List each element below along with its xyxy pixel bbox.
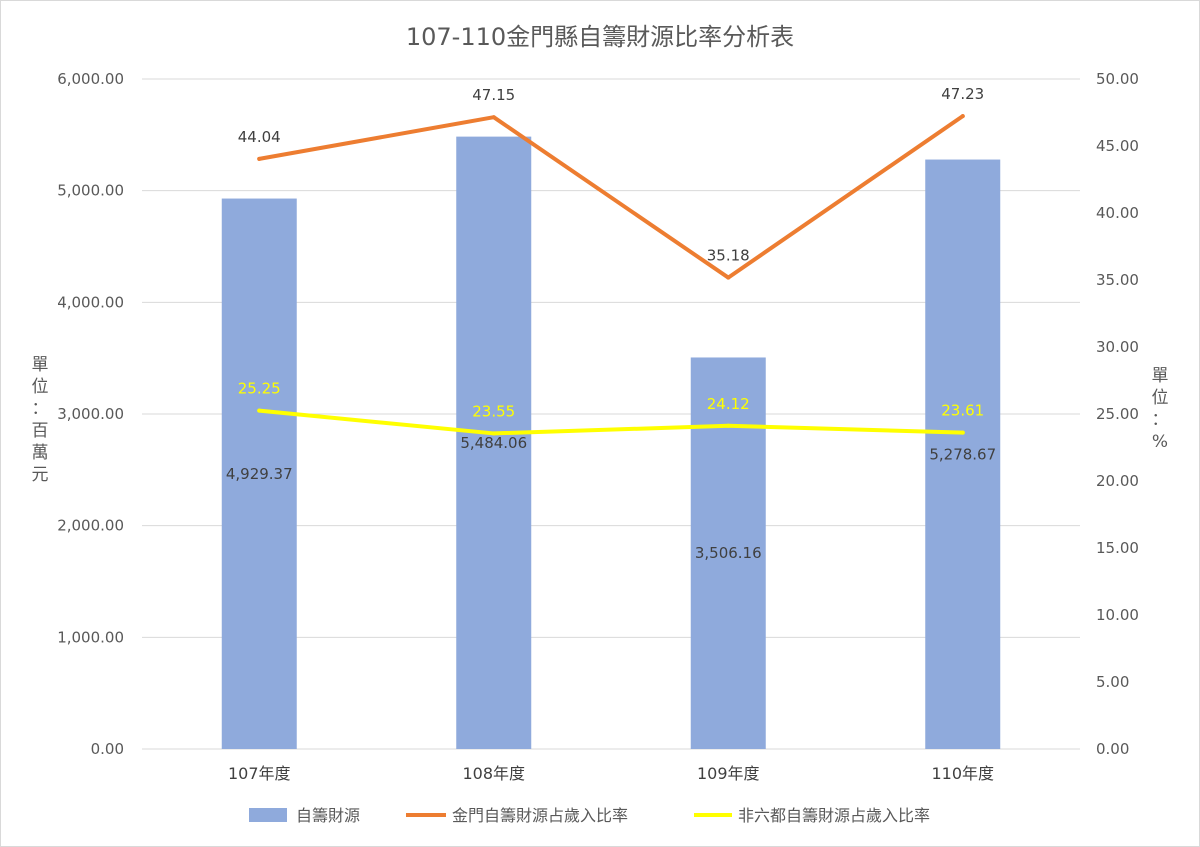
right-tick-label: 25.00 (1096, 405, 1139, 423)
line-point (726, 275, 731, 280)
right-axis-ticks: 0.00 5.00 10.00 15.00 20.00 25.00 30.00 35.00 40… (1096, 70, 1139, 758)
category-label: 110年度 (931, 764, 994, 783)
line-data-label: 44.04 (238, 128, 281, 146)
bar-data-label: 3,506.16 (695, 544, 762, 562)
left-tick-label: 0.00 (91, 740, 124, 758)
line-series (257, 114, 965, 436)
bar-series (221, 136, 1001, 750)
left-tick-label: 3,000.00 (57, 405, 124, 423)
legend-label: 自籌財源 (296, 806, 360, 825)
line-data-label: 25.25 (238, 380, 281, 398)
right-tick-label: 15.00 (1096, 539, 1139, 557)
right-tick-label: 50.00 (1096, 70, 1139, 88)
bar-data-label: 4,929.37 (226, 465, 293, 483)
left-tick-label: 6,000.00 (57, 70, 124, 88)
category-label: 109年度 (697, 764, 760, 783)
category-label: 107年度 (228, 764, 291, 783)
right-tick-label: 5.00 (1096, 673, 1129, 691)
right-tick-label: 0.00 (1096, 740, 1129, 758)
line-data-label: 35.18 (707, 247, 750, 265)
line-point (726, 423, 731, 428)
legend: 自籌財源 金門自籌財源占歲入比率 非六都自籌財源占歲入比率 (249, 806, 930, 825)
left-tick-label: 2,000.00 (57, 517, 124, 535)
axis-labels: 單位：百萬元 單位：% (32, 355, 1169, 485)
right-tick-label: 30.00 (1096, 338, 1139, 356)
line-data-label: 47.15 (472, 86, 515, 104)
line-point (491, 115, 496, 120)
category-labels: 107年度 108年度 109年度 110年度 (228, 764, 994, 783)
line-data-label: 23.55 (472, 402, 515, 420)
bar (690, 357, 766, 749)
line-data-label: 47.23 (941, 85, 984, 103)
line-point (257, 408, 262, 413)
left-axis-ticks: 0.00 1,000.00 2,000.00 3,000.00 4,000.00 5,00… (57, 70, 124, 758)
gridlines (142, 78, 1080, 750)
bar (221, 198, 297, 749)
left-tick-label: 4,000.00 (57, 293, 124, 311)
left-axis-label: 單位：百萬元 (32, 355, 49, 485)
left-tick-label: 1,000.00 (57, 628, 124, 646)
line-point (257, 156, 262, 161)
right-tick-label: 10.00 (1096, 606, 1139, 624)
right-axis-label: 單位：% (1152, 366, 1169, 452)
right-tick-label: 40.00 (1096, 204, 1139, 222)
right-tick-label: 45.00 (1096, 137, 1139, 155)
bar (456, 136, 532, 750)
chart-title: 107-110金門縣自籌財源比率分析表 (406, 23, 794, 51)
legend-swatch-bar (249, 808, 287, 822)
bar-data-label: 5,484.06 (460, 434, 527, 452)
line-point (491, 431, 496, 436)
right-tick-label: 20.00 (1096, 472, 1139, 490)
left-tick-label: 5,000.00 (57, 182, 124, 200)
category-label: 108年度 (462, 764, 525, 783)
line-point (960, 114, 965, 119)
line-data-label: 24.12 (707, 395, 750, 413)
legend-label: 非六都自籌財源占歲入比率 (738, 806, 930, 825)
line-path (257, 114, 965, 280)
data-labels: 4,929.37 5,484.06 3,506.16 5,278.67 44.04 47.… (226, 85, 996, 562)
line-point (960, 430, 965, 435)
bar-data-label: 5,278.67 (929, 445, 996, 463)
right-tick-label: 35.00 (1096, 271, 1139, 289)
legend-label: 金門自籌財源占歲入比率 (452, 806, 628, 825)
line-path (257, 408, 965, 436)
bar (925, 159, 1001, 749)
line-data-label: 23.61 (941, 402, 984, 420)
